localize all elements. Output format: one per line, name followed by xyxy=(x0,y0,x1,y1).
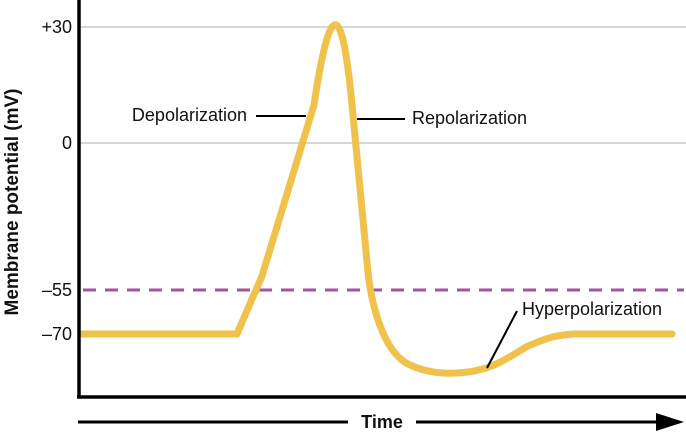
x-axis-title: Time xyxy=(361,412,403,432)
hyperpolarization-pointer-line xyxy=(486,310,518,369)
y-axis-title: Membrane potential (mV) xyxy=(2,89,23,316)
ytick-plus30: +30 xyxy=(41,17,72,37)
membrane-potential-trace xyxy=(78,21,676,377)
ytick-minus55: –55 xyxy=(42,280,72,300)
depolarization-label: Depolarization xyxy=(132,105,247,125)
time-arrowhead-icon xyxy=(656,413,684,431)
ytick-minus70: –70 xyxy=(42,324,72,344)
ytick-zero: 0 xyxy=(62,133,72,153)
repolarization-label: Repolarization xyxy=(412,108,527,128)
hyperpolarization-label: Hyperpolarization xyxy=(522,299,662,319)
